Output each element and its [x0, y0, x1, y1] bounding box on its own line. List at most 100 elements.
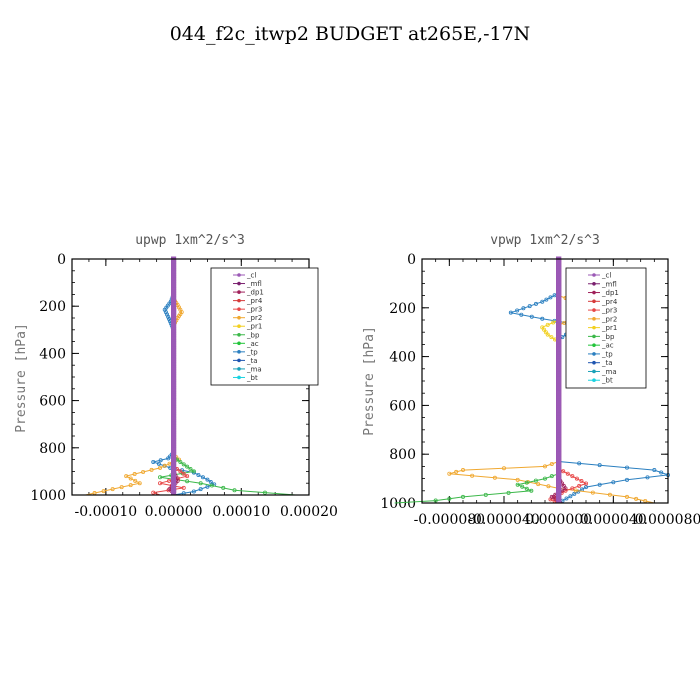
- panel-upwp: upwp 1xm^2/s^3 Pressure [hPa] 0 200 400 600…: [14, 233, 338, 520]
- series-point-bp: [188, 467, 193, 472]
- series-point-bp: [185, 479, 190, 484]
- series-point-pr2: [158, 465, 163, 470]
- series-point-tp: [652, 468, 657, 473]
- series-point-pr3: [561, 469, 566, 474]
- series-point-bp: [533, 478, 538, 483]
- legend-vpwp: _cl_mfl_dp1_pr4_pr3_pr2_pr1_bp_ac_tp_ta_…: [565, 267, 647, 389]
- series-point-pr2: [132, 472, 137, 477]
- series-point-bp: [506, 490, 511, 495]
- series-point-pr1: [540, 325, 545, 330]
- legend-swatch-marker: [237, 290, 241, 294]
- series-point-pr3: [584, 481, 589, 486]
- series-point-bp: [447, 496, 452, 501]
- legend-swatch-marker: [237, 273, 241, 277]
- series-point-pr1: [549, 335, 554, 340]
- series-point-pr2: [101, 489, 106, 494]
- y-axis-label-vpwp: Pressure [hPa]: [362, 326, 377, 436]
- series-point-bp: [262, 490, 267, 495]
- series-point-pr2: [536, 482, 541, 487]
- legend-swatch-marker: [592, 317, 596, 321]
- series-point-pr1: [551, 320, 556, 325]
- series-point-tp: [191, 489, 196, 494]
- series-point-tp: [597, 482, 602, 487]
- series-point-bp: [181, 462, 186, 467]
- series-point-pr3: [158, 481, 163, 486]
- series-point-pr3: [574, 476, 579, 481]
- series-point-bp: [543, 476, 548, 481]
- legend-swatch-marker: [592, 299, 596, 304]
- legend-swatch-marker: [592, 308, 596, 312]
- series-point-pr2: [447, 471, 452, 476]
- series-point-bp: [460, 494, 465, 499]
- series-point-tp: [625, 477, 630, 482]
- series-point-tp: [519, 312, 524, 317]
- legend-swatch-marker: [237, 307, 241, 311]
- plot-area-vpwp: 02004006008001000-0.000080-0.0000400.000…: [380, 252, 700, 528]
- legend-swatch-marker: [592, 369, 596, 374]
- figure-title: 044_f2c_itwp2 BUDGET at265E,-17N: [170, 23, 531, 45]
- legend-label: _mfl: [246, 280, 262, 288]
- series-point-bp: [198, 481, 203, 486]
- plot-frame-vpwp: [421, 258, 669, 504]
- series-point-pr2: [454, 469, 459, 474]
- legend-box-vpwp: [565, 267, 647, 389]
- series-point-tp: [158, 458, 163, 463]
- series-point-pr3: [178, 469, 183, 474]
- series-point-pr2: [501, 466, 506, 471]
- x-tick-label-vpwp: 0.000000: [525, 512, 592, 528]
- series-point-pr1: [543, 330, 548, 335]
- series-point-pr2: [515, 477, 520, 482]
- series-point-pr2: [549, 461, 554, 466]
- y-tick-label-vpwp: 800: [389, 447, 416, 463]
- series-point-pr3: [577, 483, 582, 488]
- series-point-pr2: [141, 469, 146, 474]
- y-tick-label-vpwp: 400: [389, 350, 416, 366]
- series-point-tp: [166, 314, 171, 319]
- legend-swatch-marker: [237, 341, 241, 346]
- series-point-tp: [151, 459, 156, 464]
- series-point-pr3: [181, 471, 186, 476]
- series-point-tp: [508, 310, 513, 315]
- series-point-tp: [564, 496, 569, 501]
- legend-label: _cl: [601, 272, 611, 280]
- series-point-pr3: [579, 479, 584, 484]
- series-point-pr2: [607, 492, 612, 497]
- y-tick-label-upwp: 800: [39, 441, 66, 457]
- series-point-tp: [196, 472, 201, 477]
- legend-swatch-marker: [592, 360, 596, 365]
- series-point-tp: [625, 465, 630, 470]
- y-tick-label-upwp: 400: [39, 346, 66, 362]
- legend-swatch-marker: [237, 281, 241, 286]
- series-point-tp: [205, 477, 210, 482]
- series-point-tp: [540, 316, 545, 321]
- series-point-pr2: [124, 474, 129, 479]
- series-point-pr2: [625, 494, 630, 499]
- series-point-pr2: [543, 464, 548, 469]
- y-tick-label-upwp: 1000: [30, 488, 66, 504]
- legend-label: _bp: [601, 333, 615, 341]
- series-point-cl: [556, 498, 562, 504]
- series-point-bp: [529, 488, 534, 493]
- series-point-bp: [221, 485, 226, 490]
- series-point-tp: [544, 297, 549, 302]
- series-point-tp: [200, 475, 205, 480]
- legend-label: _ac: [601, 342, 614, 350]
- series-point-bp: [185, 464, 190, 469]
- y-tick-label-vpwp: 1000: [380, 496, 416, 512]
- legend-label: _bp: [246, 331, 260, 339]
- series-point-tp: [205, 484, 210, 489]
- series-point-pr2: [128, 483, 133, 488]
- legend-label: _mfl: [601, 280, 617, 288]
- legend-swatch-marker: [592, 343, 596, 347]
- series-point-pr2: [119, 485, 124, 490]
- y-tick-label-upwp: 200: [39, 299, 66, 315]
- series-point-pr1: [542, 327, 547, 332]
- series-point-tp: [166, 456, 171, 461]
- series-point-pr2: [110, 487, 115, 492]
- plot-area-upwp: 0 200 400 600 800 1000 -0.00010 0.00000 0.00010 0…: [30, 252, 338, 520]
- y-tick-label-vpwp: 600: [389, 398, 416, 414]
- series-point-pr2: [492, 475, 497, 480]
- legend-label: _bt: [246, 374, 258, 382]
- series-point-bp: [515, 482, 520, 487]
